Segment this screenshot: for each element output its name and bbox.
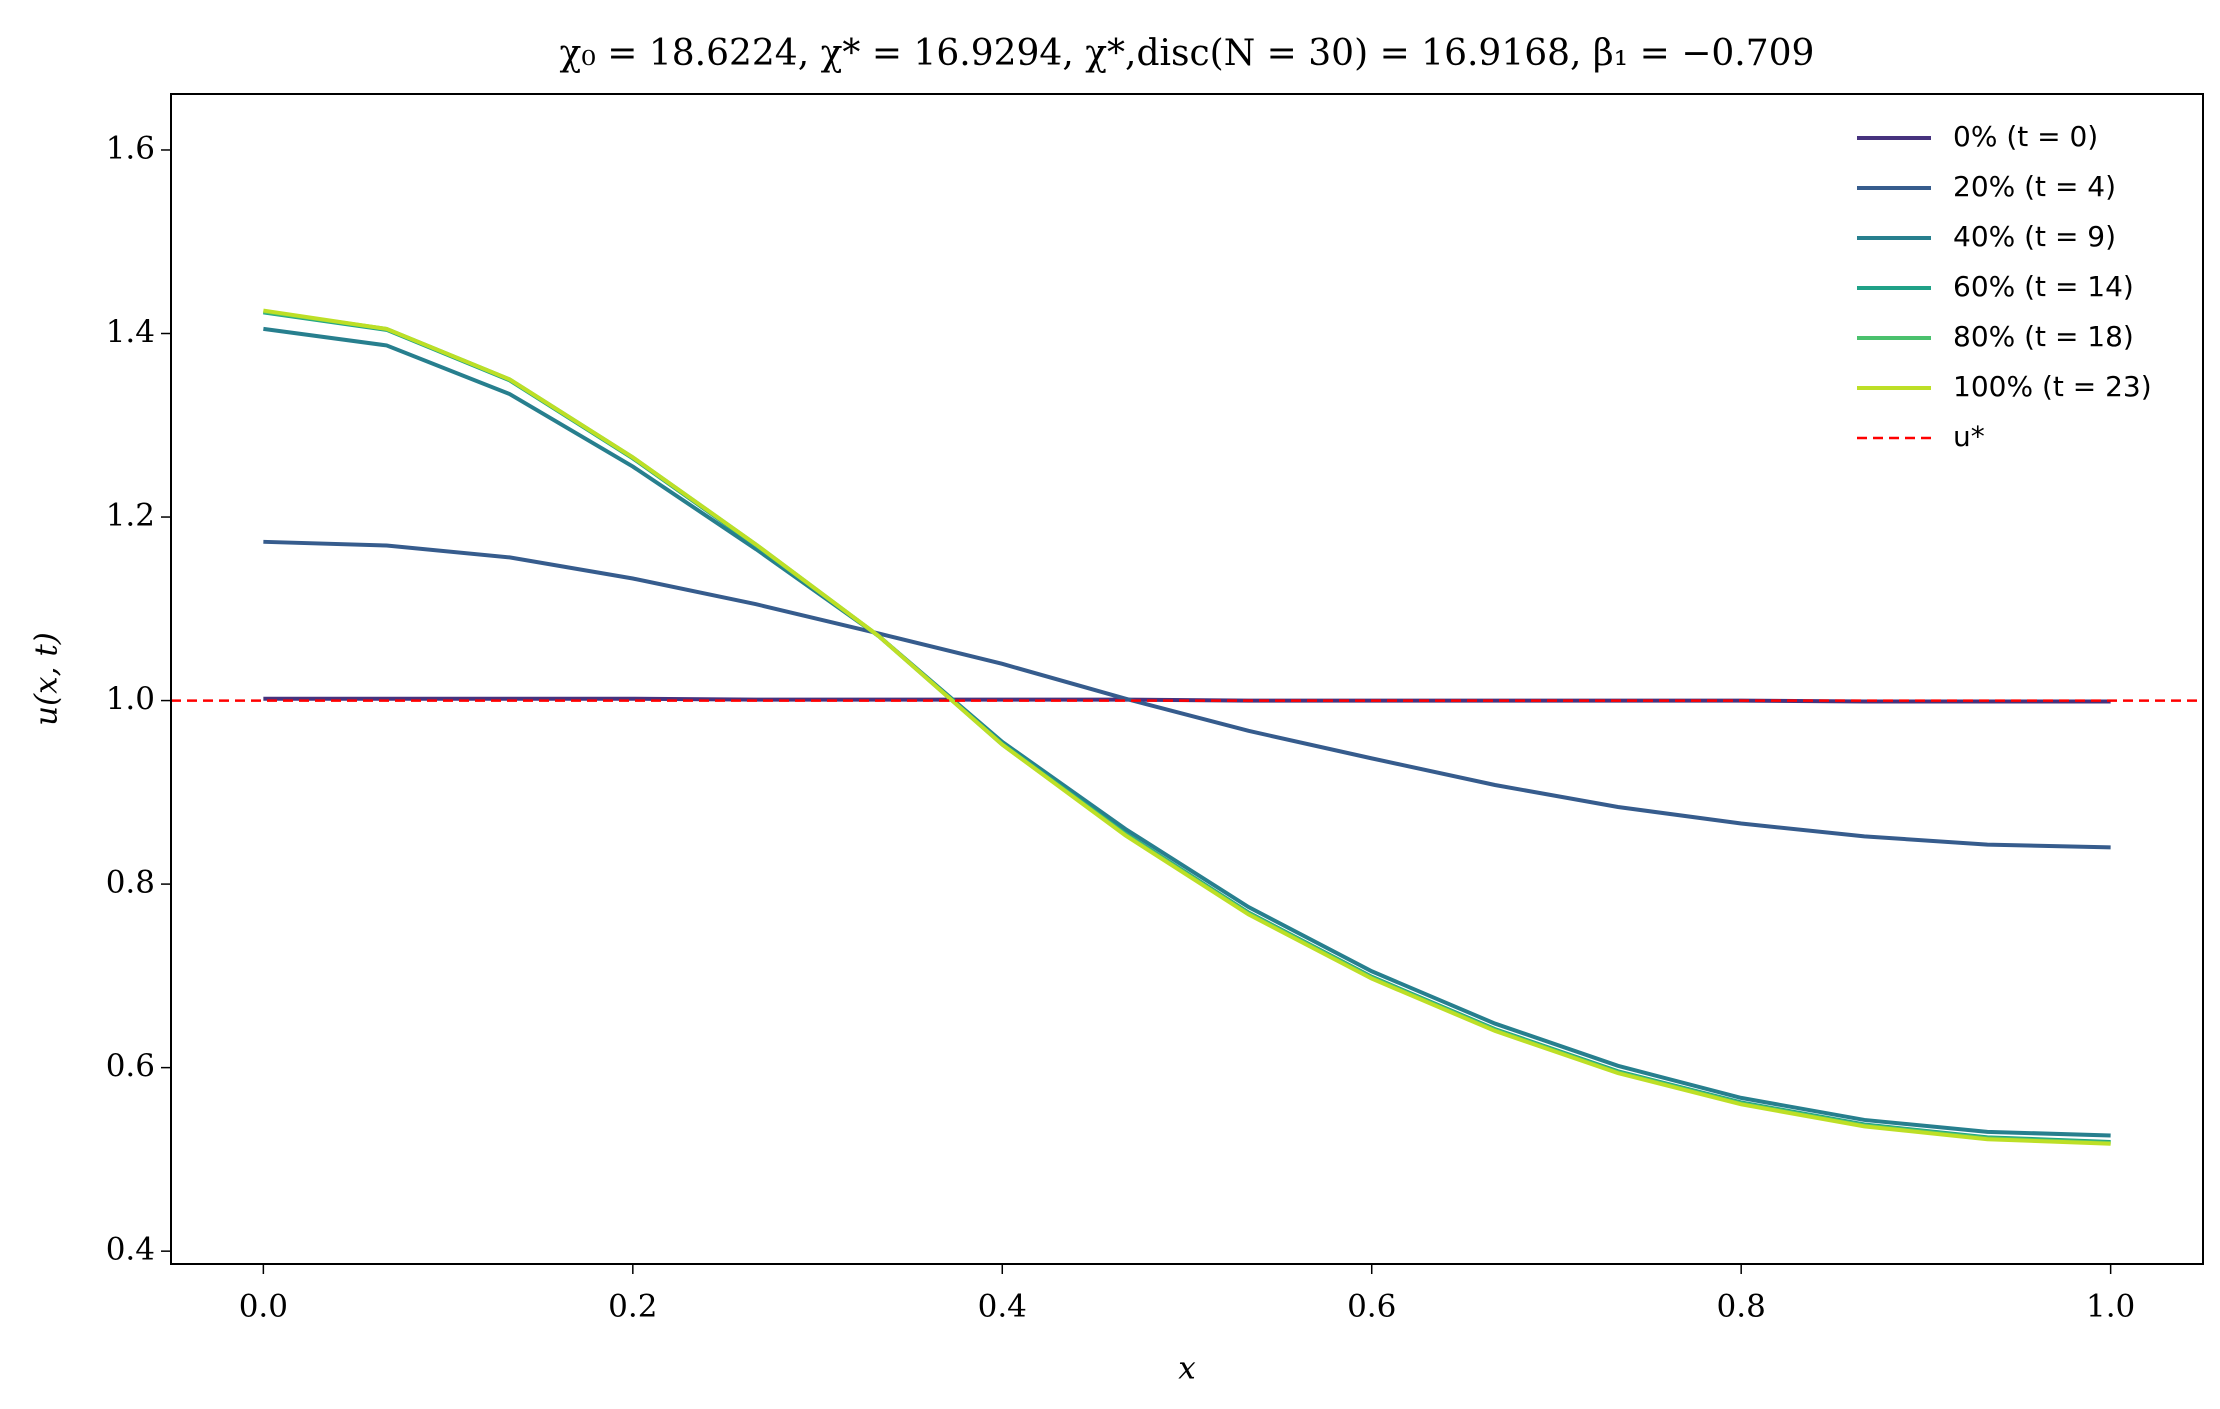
data-line xyxy=(263,308,2111,1146)
y-tick-label: 1.6 xyxy=(106,130,155,166)
legend-label: 0% (t = 0) xyxy=(1953,120,2098,153)
x-tick-label: 0.8 xyxy=(1717,1289,1766,1325)
x-tick-label: 0.6 xyxy=(1347,1289,1396,1325)
y-tick-label: 1.2 xyxy=(106,498,155,534)
data-line xyxy=(263,310,2111,1144)
x-tick-label: 0.4 xyxy=(978,1289,1027,1325)
legend-label: 40% (t = 9) xyxy=(1953,220,2116,253)
x-tick-label: 1.0 xyxy=(2086,1289,2135,1325)
x-tick-label: 0.2 xyxy=(608,1289,657,1325)
data-line xyxy=(263,539,2111,850)
data-line xyxy=(263,309,2111,1145)
data-line xyxy=(263,326,2111,1138)
legend-label: 60% (t = 14) xyxy=(1953,270,2134,303)
plot-frame xyxy=(170,93,2204,1265)
x-tick-label: 0.0 xyxy=(239,1289,288,1325)
y-tick-label: 0.8 xyxy=(106,865,155,901)
y-tick-label: 1.4 xyxy=(106,314,155,350)
y-axis-label: u(x, t) xyxy=(29,632,65,726)
legend-label: 100% (t = 23) xyxy=(1953,370,2152,403)
y-tick-label: 0.6 xyxy=(106,1048,155,1084)
legend-label: 20% (t = 4) xyxy=(1953,170,2116,203)
legend-label: u* xyxy=(1953,420,1985,453)
legend-label: 80% (t = 18) xyxy=(1953,320,2134,353)
x-axis-label: x xyxy=(1178,1351,1196,1387)
y-tick-label: 0.4 xyxy=(106,1232,155,1268)
chart-title: χ₀ = 18.6224, χ* = 16.9294, χ*,disc(N = … xyxy=(560,33,1815,74)
y-tick-label: 1.0 xyxy=(106,681,155,717)
